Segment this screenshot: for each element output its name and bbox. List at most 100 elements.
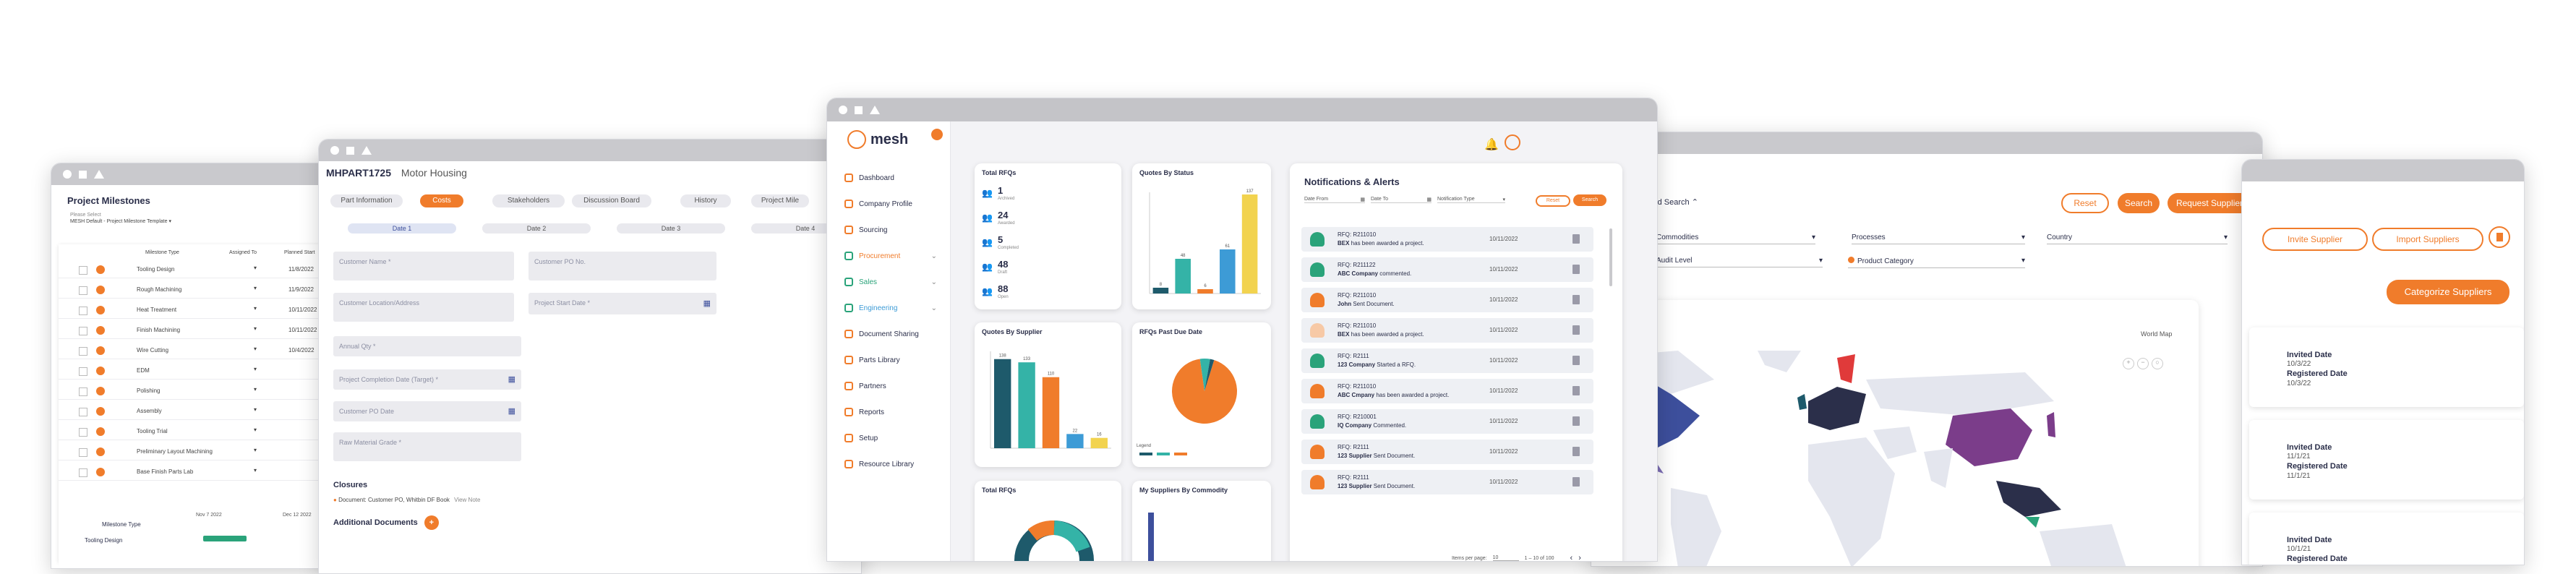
- row-checkbox[interactable]: [79, 286, 87, 295]
- field-customer-name[interactable]: Customer Name *: [333, 252, 514, 280]
- calendar-icon[interactable]: ▦: [703, 299, 711, 308]
- row-checkbox[interactable]: [79, 327, 87, 335]
- reset-button[interactable]: Reset: [2061, 193, 2109, 213]
- square-icon[interactable]: [79, 170, 87, 179]
- chevron-down-icon[interactable]: ▾: [254, 427, 257, 433]
- notification-item[interactable]: RFQ: R210001 IQ Company Commented. 10/11/2…: [1301, 409, 1593, 434]
- tab-project-mile[interactable]: Project Mile: [751, 194, 809, 207]
- trash-icon[interactable]: [1572, 234, 1580, 244]
- next-page-icon[interactable]: ›: [1578, 554, 1581, 562]
- calendar-icon[interactable]: ▦: [508, 407, 515, 416]
- filter-product-category[interactable]: Product Category ▾: [1848, 257, 2025, 268]
- subtab-3[interactable]: Date 3: [617, 223, 725, 234]
- remove-icon[interactable]: [96, 407, 105, 416]
- chevron-down-icon[interactable]: ▾: [254, 346, 257, 352]
- document-icon[interactable]: [2489, 226, 2510, 248]
- chevron-down-icon[interactable]: ▾: [254, 285, 257, 291]
- bell-icon[interactable]: 🔔: [1484, 139, 1499, 151]
- remove-icon[interactable]: [96, 427, 105, 436]
- subtab-1[interactable]: Date 1: [348, 223, 456, 234]
- supplier-card[interactable]: Invited Date 11/1/21 Registered Date 11/1/2…: [2249, 420, 2524, 500]
- collapse-icon[interactable]: [931, 129, 943, 140]
- tab-part-information[interactable]: Part Information: [330, 194, 403, 207]
- field-customer-po-date[interactable]: Customer PO Date ▦: [333, 401, 521, 421]
- template-select[interactable]: MESH Default - Project Milestone Templat…: [70, 218, 171, 224]
- notification-item[interactable]: RFQ: R211010 ABC Cmpany has been awarded …: [1301, 379, 1593, 403]
- remove-icon[interactable]: [96, 306, 105, 314]
- gantt-bar[interactable]: [203, 536, 247, 541]
- import-suppliers-button[interactable]: Import Suppliers: [2372, 228, 2483, 251]
- sidebar-item-parts-library[interactable]: Parts Library: [827, 347, 950, 373]
- row-checkbox[interactable]: [79, 367, 87, 376]
- filter-audit-level[interactable]: Audit Level ▾: [1656, 257, 1823, 267]
- row-checkbox[interactable]: [79, 408, 87, 416]
- chevron-down-icon[interactable]: ▾: [254, 467, 257, 474]
- chevron-down-icon[interactable]: ▾: [254, 447, 257, 453]
- tab-costs[interactable]: Costs: [420, 194, 463, 207]
- subtab-2[interactable]: Date 2: [482, 223, 591, 234]
- row-checkbox[interactable]: [79, 266, 87, 275]
- sidebar-item-engineering[interactable]: Engineering ⌄: [827, 295, 950, 321]
- invite-supplier-button[interactable]: Invite Supplier: [2262, 228, 2368, 251]
- notification-item[interactable]: RFQ: R211010 John Sent Document. 10/11/202…: [1301, 288, 1593, 312]
- notif-reset-button[interactable]: Reset: [1536, 195, 1570, 207]
- date-from[interactable]: Date From ▦: [1304, 197, 1365, 203]
- remove-icon[interactable]: [96, 265, 105, 274]
- notification-item[interactable]: RFQ: R211010 BEX has been awarded a proje…: [1301, 318, 1593, 343]
- row-checkbox[interactable]: [79, 307, 87, 315]
- chevron-down-icon[interactable]: ▾: [254, 366, 257, 372]
- close-dot-icon[interactable]: [330, 146, 339, 155]
- chevron-down-icon[interactable]: ▾: [254, 265, 257, 271]
- close-dot-icon[interactable]: [839, 106, 847, 114]
- field-project-completion-date-target[interactable]: Project Completion Date (Target) * ▦: [333, 369, 521, 390]
- chevron-down-icon[interactable]: ▾: [254, 406, 257, 413]
- field-customer-location-address[interactable]: Customer Location/Address: [333, 293, 514, 322]
- total-rfqs2-chart[interactable]: [1004, 510, 1105, 562]
- supplier-card[interactable]: Invited Date 10/1/21 Registered Date: [2249, 513, 2524, 565]
- tab-history[interactable]: History: [680, 194, 731, 207]
- tab-stakeholders[interactable]: Stakeholders: [492, 194, 565, 207]
- sidebar-item-company-profile[interactable]: Company Profile: [827, 191, 950, 217]
- sidebar-item-setup[interactable]: Setup: [827, 425, 950, 451]
- sidebar-item-dashboard[interactable]: Dashboard: [827, 165, 950, 191]
- notification-item[interactable]: RFQ: R2111 123 Supplier Sent Document. 10/…: [1301, 440, 1593, 464]
- chevron-down-icon[interactable]: ▾: [254, 386, 257, 393]
- prev-page-icon[interactable]: ‹: [1570, 554, 1573, 562]
- notification-item[interactable]: RFQ: R2111 123 Supplier Sent Document. 10/…: [1301, 470, 1593, 494]
- remove-icon[interactable]: [96, 447, 105, 456]
- europe[interactable]: [1808, 387, 1866, 430]
- sidebar-item-sourcing[interactable]: Sourcing: [827, 217, 950, 243]
- filter-commodities[interactable]: Commodities ▾: [1656, 234, 1815, 244]
- avatar[interactable]: [1505, 134, 1520, 150]
- filter-processes[interactable]: Processes ▾: [1852, 234, 2025, 244]
- trash-icon[interactable]: [1572, 265, 1580, 274]
- remove-icon[interactable]: [96, 387, 105, 395]
- row-checkbox[interactable]: [79, 347, 87, 356]
- square-icon[interactable]: [346, 146, 354, 155]
- sidebar-item-document-sharing[interactable]: Document Sharing: [827, 321, 950, 347]
- view-note-link[interactable]: View Note: [454, 497, 481, 503]
- field-customer-po-no[interactable]: Customer PO No.: [529, 252, 716, 280]
- chevron-down-icon[interactable]: ▾: [254, 305, 257, 312]
- triangle-icon[interactable]: [361, 146, 372, 155]
- categorize-suppliers-button[interactable]: Categorize Suppliers: [2387, 280, 2509, 304]
- calendar-icon[interactable]: ▦: [508, 375, 515, 384]
- reset-zoom-icon[interactable]: ○: [2152, 358, 2163, 369]
- quotes-status-chart[interactable]: 8 48 6 61 137: [1132, 178, 1271, 309]
- row-checkbox[interactable]: [79, 448, 87, 457]
- trash-icon[interactable]: [1572, 416, 1580, 426]
- quotes-supplier-chart[interactable]: 138 133 110 22 16: [975, 337, 1121, 467]
- request-suppliers-button[interactable]: Request Suppliers: [2168, 193, 2256, 213]
- field-raw-material-grade[interactable]: Raw Material Grade *: [333, 432, 521, 461]
- sidebar-item-resource-library[interactable]: Resource Library: [827, 451, 950, 477]
- notification-type-select[interactable]: Notification Type ▾: [1437, 197, 1505, 203]
- field-annual-qty[interactable]: Annual Qty *: [333, 336, 521, 356]
- square-icon[interactable]: [855, 106, 863, 114]
- trash-icon[interactable]: [1572, 356, 1580, 365]
- search-button[interactable]: Search: [2118, 193, 2160, 213]
- chevron-down-icon[interactable]: ▾: [254, 325, 257, 332]
- sidebar-item-procurement[interactable]: Procurement ⌄: [827, 243, 950, 269]
- close-dot-icon[interactable]: [63, 170, 72, 179]
- remove-icon[interactable]: [96, 286, 105, 294]
- remove-icon[interactable]: [96, 468, 105, 476]
